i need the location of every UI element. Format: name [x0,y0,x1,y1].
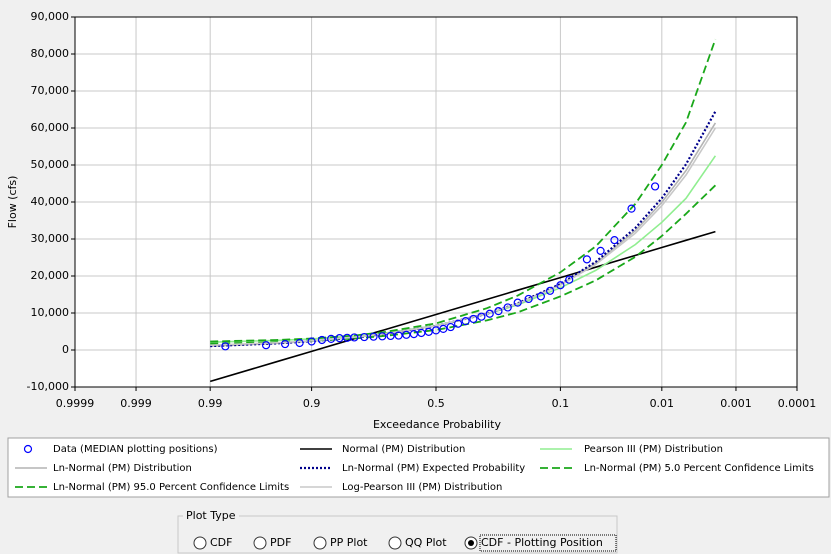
data-point [503,303,512,312]
x-tick-label: 0.999 [120,397,152,410]
y-tick-label: 70,000 [31,84,70,97]
y-tick-label: 10,000 [31,306,70,319]
y-tick-label: 20,000 [31,269,70,282]
legend-label: Normal (PM) Distribution [342,444,465,455]
plot-type-title: Plot Type [186,509,236,522]
plot: -10,000 0 10,000 20,000 30,000 40,000 50,000 60… [27,10,817,410]
data-point [524,294,533,304]
data-point [461,317,470,326]
data-point [650,182,660,191]
legend [7,437,830,498]
radio-label[interactable]: CDF [210,536,232,549]
x-tick-label: 0.5 [427,397,445,410]
x-tick-label: 0.9 [303,397,321,410]
x-axis-label: Exceedance Probability [373,418,501,431]
legend-marker [23,444,33,454]
data-point [536,292,545,301]
focus-rect [479,534,617,552]
y-tick-label: 90,000 [31,10,70,23]
data-point [494,307,503,316]
data-point [565,275,574,284]
radio-button[interactable] [193,536,207,550]
data-point [360,332,369,342]
data-point [446,322,455,332]
y-tick-label: 60,000 [31,121,70,134]
radio-label[interactable]: QQ Plot [405,536,447,549]
legend-label: Ln-Normal (PM) 5.0 Percent Confidence Li… [584,463,814,474]
radio-label[interactable]: CDF - Plotting Position [481,536,603,549]
data-point [317,335,327,345]
data-point [402,330,411,339]
legend-label: Ln-Normal (PM) 95.0 Percent Confidence L… [53,482,289,493]
legend-label: Log-Pearson III (PM) Distribution [342,482,502,493]
y-tick-label: 30,000 [31,232,70,245]
legend-label: Pearson III (PM) Distribution [584,444,723,455]
data-point [439,324,448,334]
data-point [469,314,478,324]
data-point [610,236,619,245]
data-point [307,337,316,346]
data-point [335,334,344,343]
radio-group: CDF PDF PP Plot QQ Plot CDF - Plotting Posit… [193,534,617,552]
x-tick-label: 0.01 [650,397,675,410]
data-point [596,246,605,255]
data-point [327,334,336,343]
data-point [386,331,395,341]
y-tick-label: 80,000 [31,47,70,60]
data-point [295,338,304,348]
series-line [209,230,716,383]
radio-label[interactable]: PP Plot [330,536,368,549]
y-tick-label: -10,000 [27,380,69,393]
data-point [369,332,378,341]
radio-button[interactable] [313,536,327,550]
legend-label: Ln-Normal (PM) Expected Probability [342,463,525,474]
data-point [453,319,463,328]
data-point [627,204,636,213]
radio-button[interactable] [253,536,267,550]
plot-frame [74,16,798,388]
data-point [221,342,230,351]
x-tick-label: 0.001 [720,397,752,410]
x-tick-label: 0.0001 [778,397,817,410]
radio-dot [468,540,474,546]
legend-items: Data (MEDIAN plotting positions) Normal (… [15,444,814,493]
data-point [378,332,387,341]
data-point [545,286,555,295]
x-tick-label: 0.1 [552,397,570,410]
x-tick-label: 0.99 [198,397,223,410]
data-point [394,331,403,340]
y-axis-label: Flow (cfs) [6,176,19,229]
y-tick-label: 50,000 [31,158,70,171]
radio-label[interactable]: PDF [270,536,291,549]
group-title-bg [183,510,239,522]
y-tick-label: 0 [62,343,69,356]
data-point [280,339,290,349]
legend-label: Data (MEDIAN plotting positions) [53,444,218,455]
data-point [582,255,592,264]
data-point [513,298,522,307]
data-point [261,341,271,350]
plot-type-group [177,515,618,554]
legend-label: Ln-Normal (PM) Distribution [53,463,192,474]
radio-button[interactable] [388,536,402,550]
y-tick-label: 40,000 [31,195,70,208]
data-point [556,281,565,290]
data-point [477,312,486,321]
data-point [485,309,494,318]
data-point [350,333,359,342]
x-tick-label: 0.9999 [56,397,95,410]
